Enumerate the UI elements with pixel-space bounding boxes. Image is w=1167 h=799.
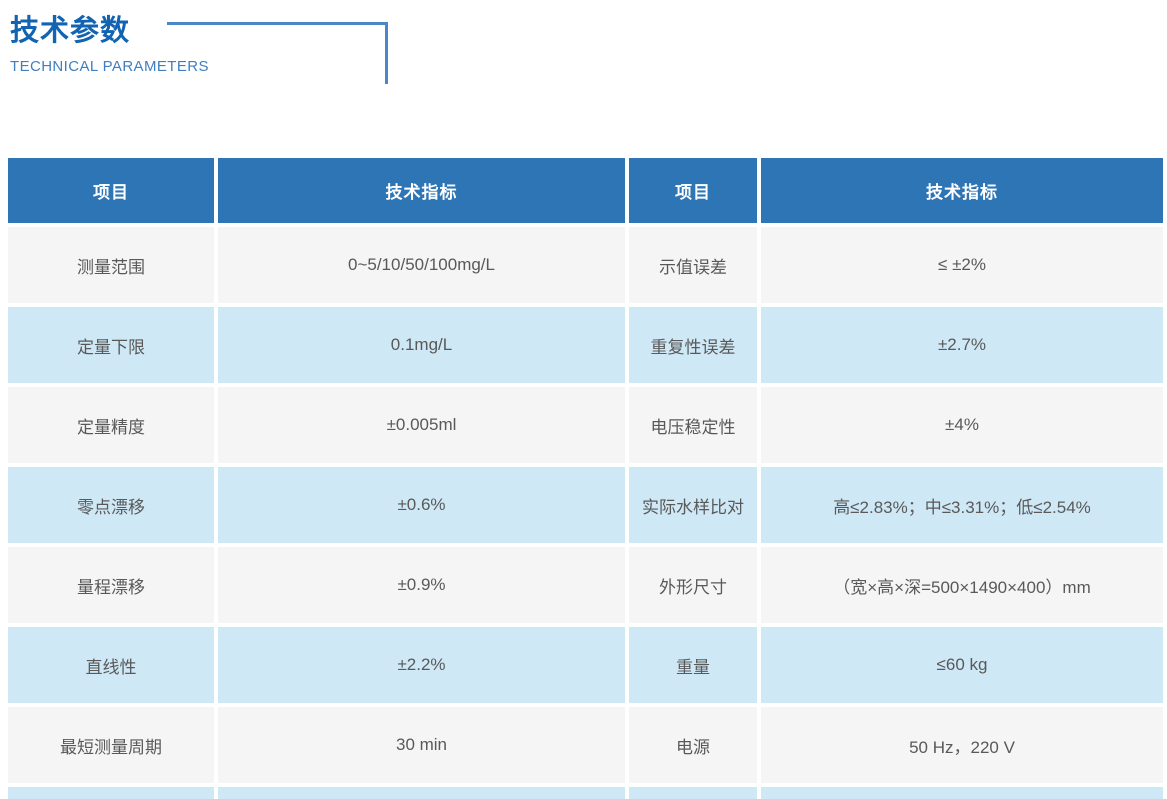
spec-value-cell: 50 Hz，220 V	[761, 707, 1163, 783]
spec-item-cell: 定量精度	[8, 387, 214, 463]
spec-value-cell: ≤60 kg	[761, 627, 1163, 703]
spec-item-cell: 电源	[629, 707, 757, 783]
spec-item-cell: 重量	[629, 627, 757, 703]
spec-item-cell: 量程漂移	[8, 547, 214, 623]
spec-value-cell: ±2.2%	[218, 627, 625, 703]
spec-item-cell: 实际水样比对	[629, 467, 757, 543]
partial-row-cell	[218, 787, 625, 799]
partial-row-cell	[761, 787, 1163, 799]
page-subtitle: TECHNICAL PARAMETERS	[10, 58, 209, 75]
page-title: 技术参数	[10, 15, 131, 47]
spec-item-cell: 电压稳定性	[629, 387, 757, 463]
title-bracket-line	[167, 22, 388, 84]
spec-item-cell: 示值误差	[629, 227, 757, 303]
spec-value-cell: ±2.7%	[761, 307, 1163, 383]
column-header: 技术指标	[761, 158, 1163, 223]
spec-item-cell: 测量范围	[8, 227, 214, 303]
partial-row-cell	[629, 787, 757, 799]
spec-value-cell: ±4%	[761, 387, 1163, 463]
column-header: 技术指标	[218, 158, 625, 223]
spec-value-cell: 30 min	[218, 707, 625, 783]
spec-item-cell: 最短测量周期	[8, 707, 214, 783]
partial-row-cell	[8, 787, 214, 799]
spec-value-cell: ±0.6%	[218, 467, 625, 543]
spec-item-cell: 外形尺寸	[629, 547, 757, 623]
spec-item-cell: 直线性	[8, 627, 214, 703]
spec-value-cell: （宽×高×深=500×1490×400）mm	[761, 547, 1163, 623]
spec-value-cell: 高≤2.83%；中≤3.31%；低≤2.54%	[761, 467, 1163, 543]
spec-item-cell: 重复性误差	[629, 307, 757, 383]
spec-item-cell: 定量下限	[8, 307, 214, 383]
spec-item-cell: 零点漂移	[8, 467, 214, 543]
parameters-table: 项目 技术指标 项目 技术指标 测量范围 0~5/10/50/100mg/L 示值误差 ≤ ±…	[8, 158, 1163, 799]
spec-value-cell: ±0.9%	[218, 547, 625, 623]
spec-value-cell: 0~5/10/50/100mg/L	[218, 227, 625, 303]
spec-value-cell: ±0.005ml	[218, 387, 625, 463]
column-header: 项目	[8, 158, 214, 223]
column-header: 项目	[629, 158, 757, 223]
spec-value-cell: 0.1mg/L	[218, 307, 625, 383]
spec-value-cell: ≤ ±2%	[761, 227, 1163, 303]
